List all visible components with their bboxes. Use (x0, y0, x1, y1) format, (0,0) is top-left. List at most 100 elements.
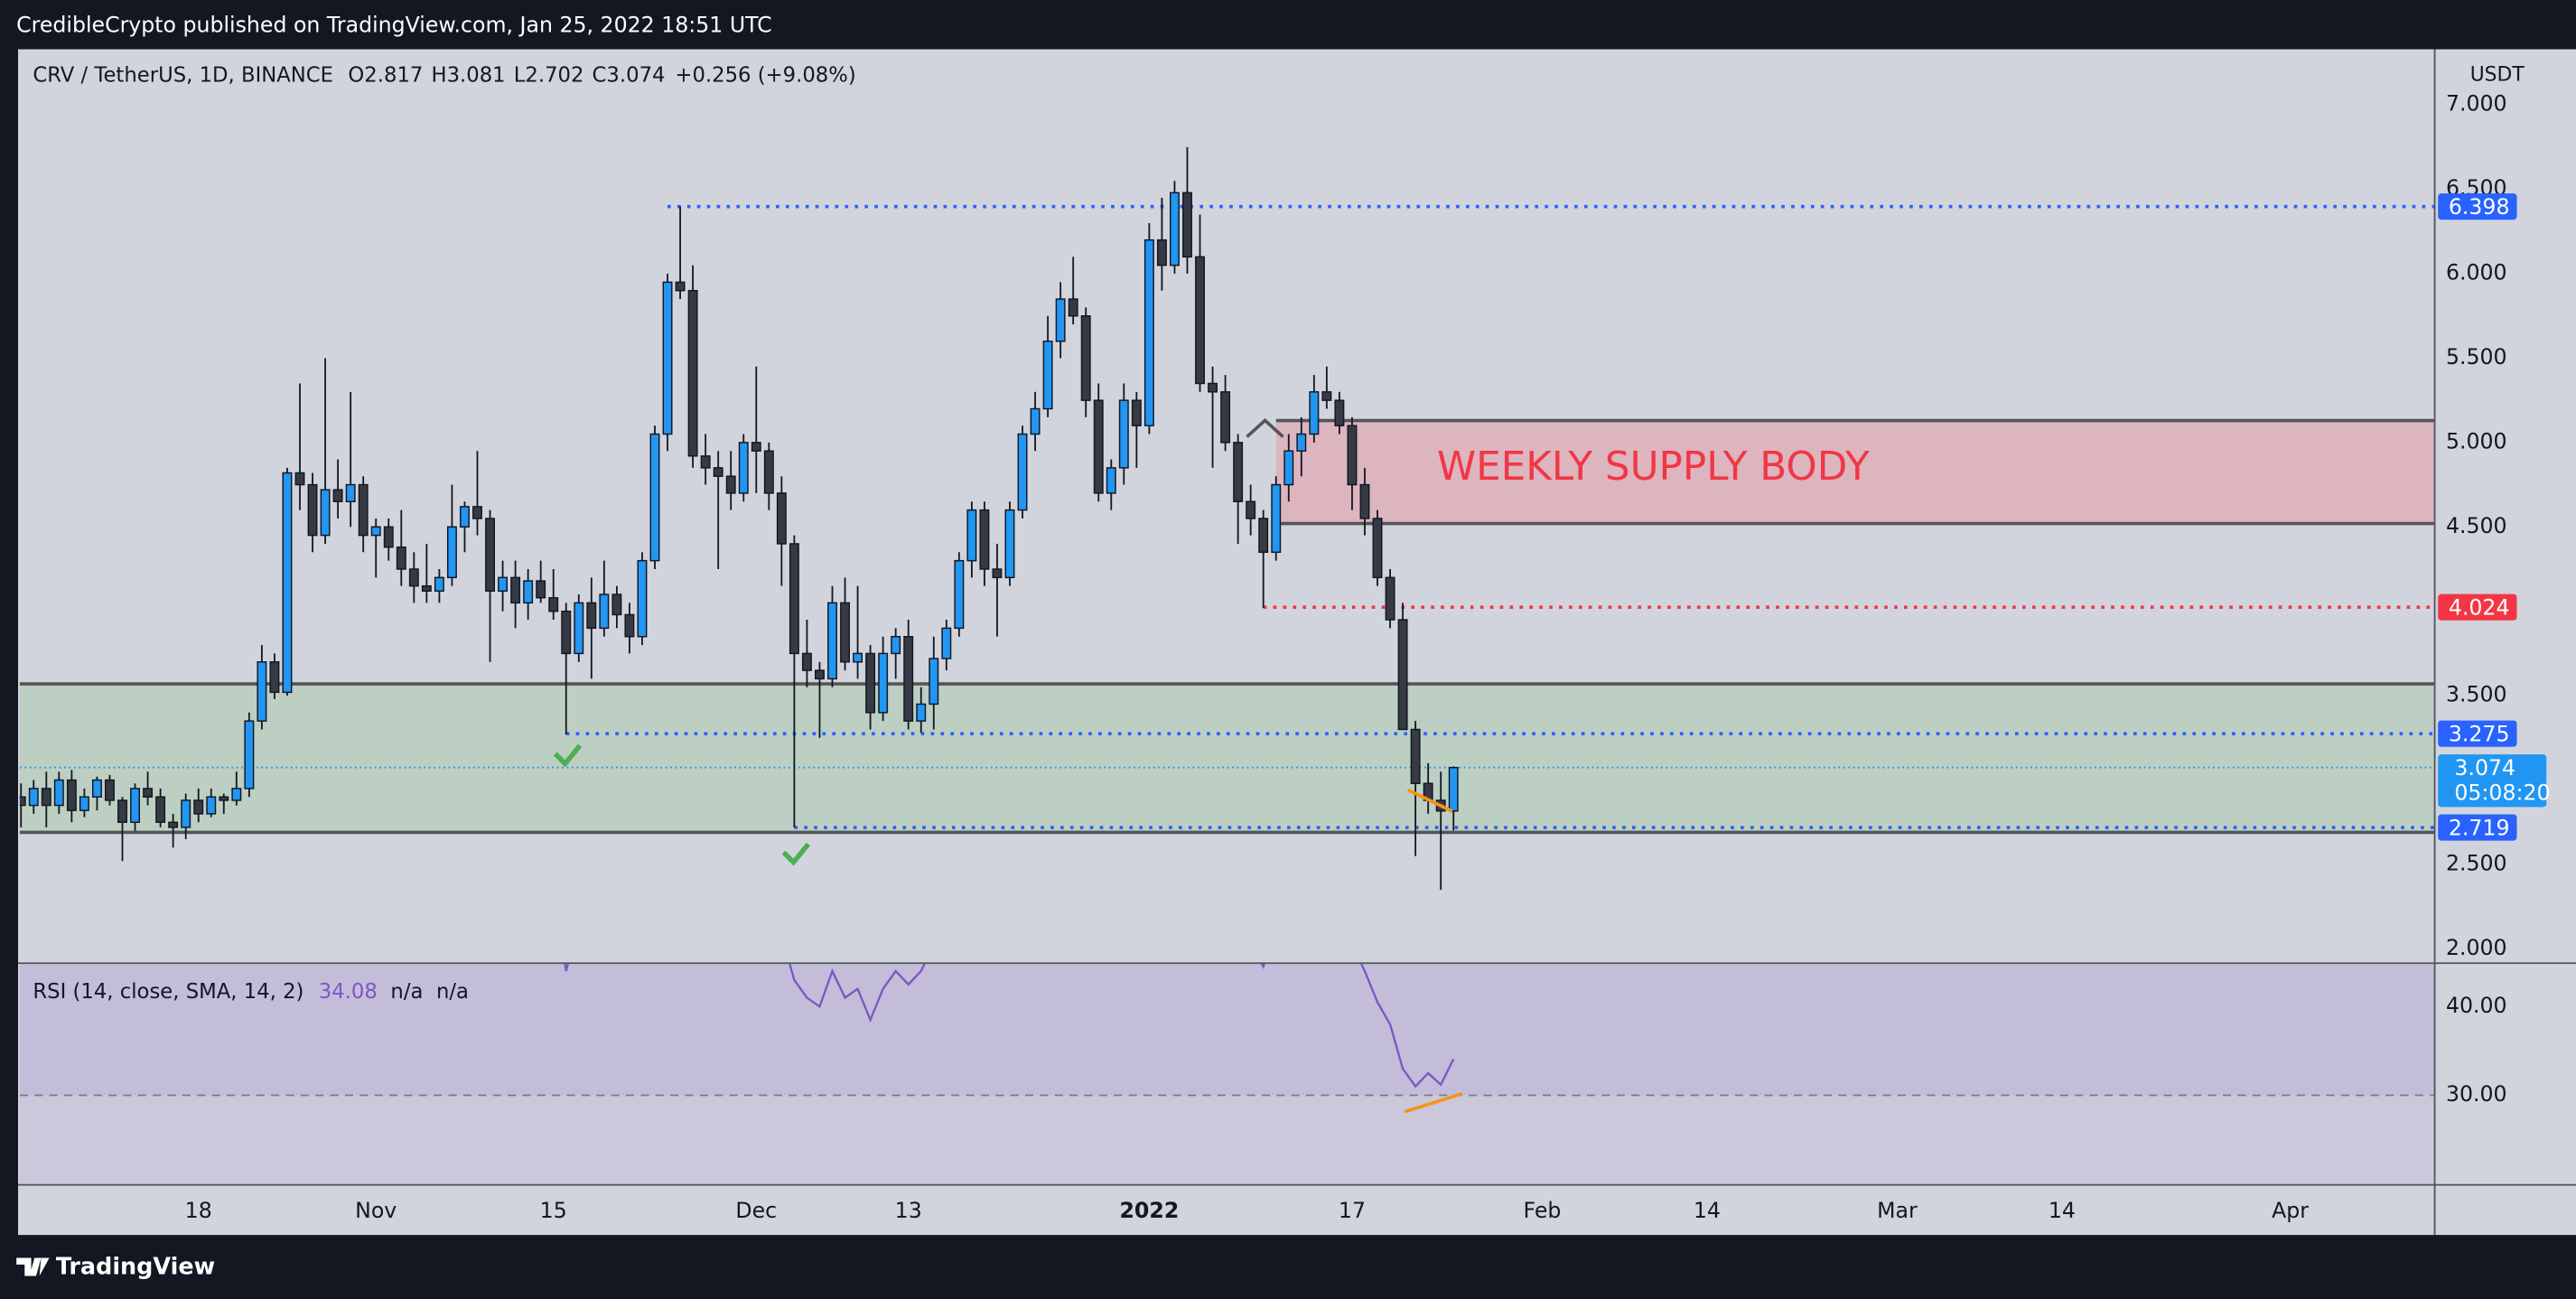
candle-body (1334, 399, 1345, 426)
candle-body (1182, 192, 1192, 258)
candle-body (1448, 766, 1459, 812)
candle-body (320, 489, 331, 537)
candle-body (1118, 399, 1129, 469)
level-label: 6.398 (2449, 194, 2510, 220)
candle-body (332, 489, 343, 502)
x-tick-label: 14 (2049, 1198, 2076, 1223)
candle-body (181, 799, 191, 828)
y-tick-label: 5.500 (2446, 344, 2507, 369)
candle-body (19, 796, 26, 807)
candle-body (725, 475, 736, 494)
x-tick-label: Feb (1524, 1198, 1562, 1223)
candle-body (244, 720, 255, 790)
publisher-note: CredibleCrypto published on TradingView.… (16, 13, 771, 38)
current-price-label: 3.074 (2454, 755, 2515, 780)
candle-body (789, 543, 799, 655)
ohlc-key: L (514, 63, 526, 87)
candle-body (966, 509, 977, 562)
legend: CRV / TetherUS, 1D, BINANCE O2.817 H3.081 L… (33, 63, 855, 87)
candle-body (396, 546, 406, 570)
candle-body (1017, 433, 1028, 511)
candle-body (815, 669, 825, 680)
candle-body (878, 652, 889, 714)
candle-body (294, 472, 305, 486)
x-tick-label: 2022 (1119, 1198, 1179, 1223)
candle-body (307, 483, 318, 537)
x-tick-label: 15 (540, 1198, 567, 1223)
ohlc-key: C (593, 63, 607, 87)
candle-body (776, 492, 787, 545)
candle-body (1385, 576, 1395, 621)
y-tick-label: 4.500 (2446, 513, 2507, 538)
candle-body (751, 442, 761, 452)
trend-line (1406, 788, 1453, 813)
candle-body (992, 568, 1003, 579)
rsi-value: 34.08 (319, 980, 378, 1004)
candle-body (1359, 483, 1370, 519)
candle-body (257, 661, 267, 722)
brand-logo (16, 1257, 50, 1276)
candle-body (1055, 298, 1066, 342)
y-tick-label: 5.000 (2446, 428, 2507, 453)
check-mark (553, 743, 583, 768)
brand: TradingView (56, 1253, 215, 1280)
y-tick-label: 2.500 (2446, 850, 2507, 875)
x-tick-label: 17 (1339, 1198, 1366, 1223)
candle-body (485, 518, 495, 593)
candle-body (1004, 509, 1015, 579)
candle-body (1397, 619, 1408, 731)
candle-body (269, 661, 280, 694)
candle-body (421, 584, 432, 593)
candle-body (105, 779, 115, 801)
x-tick-label: Mar (1877, 1198, 1918, 1223)
y-tick-label: 3.500 (2446, 682, 2507, 707)
x-tick-label: Nov (355, 1198, 397, 1223)
candle-body (637, 559, 648, 638)
candle-body (916, 703, 927, 722)
ohlc-key: H (431, 63, 446, 87)
candle-body (687, 289, 698, 457)
rsi-legend: RSI (14, close, SMA, 14, 2) 34.08 n/a n/a (33, 980, 469, 1004)
candle-body (941, 627, 952, 659)
candle-body (408, 568, 419, 587)
candle-body (1233, 442, 1244, 502)
candle-body (41, 788, 51, 807)
candle-body (1080, 315, 1091, 401)
candle-body (662, 281, 673, 435)
candle-body (155, 796, 166, 823)
drawing-chevron (1246, 417, 1284, 438)
candle-body (979, 509, 990, 570)
rsi-name: RSI (14, close, SMA, 14, 2) (33, 980, 303, 1004)
candle-body (1093, 399, 1104, 494)
x-tick-label: 18 (185, 1198, 212, 1223)
candle-body (231, 788, 242, 801)
candle-body (498, 576, 509, 593)
candle-body (801, 652, 812, 671)
candle-body (434, 576, 444, 593)
candle-body (599, 593, 610, 630)
candle-body (130, 788, 141, 823)
candle-body (1208, 382, 1218, 393)
candle-body (954, 559, 965, 630)
candle-body (523, 580, 534, 604)
candle-body (370, 526, 381, 537)
candle-body (1042, 341, 1053, 410)
candle-body (1068, 298, 1078, 317)
candle-body (168, 821, 179, 828)
candle-body (1143, 238, 1154, 426)
x-tick-label: Dec (735, 1198, 777, 1223)
candle-body (827, 602, 837, 680)
candle-body (282, 472, 293, 694)
zone-label: WEEKLY SUPPLY BODY (1437, 444, 1870, 490)
level-label-box (2438, 193, 2517, 220)
candle-body (929, 658, 939, 706)
candle-body (1321, 391, 1332, 401)
candle-body (1372, 518, 1383, 579)
candle-body (1347, 425, 1358, 486)
candle-body (1296, 433, 1307, 452)
candle-body (1258, 518, 1269, 554)
candle-body (91, 779, 102, 798)
zone (1275, 420, 2435, 524)
candle-body (713, 467, 723, 477)
x-tick-label: 13 (895, 1198, 922, 1223)
